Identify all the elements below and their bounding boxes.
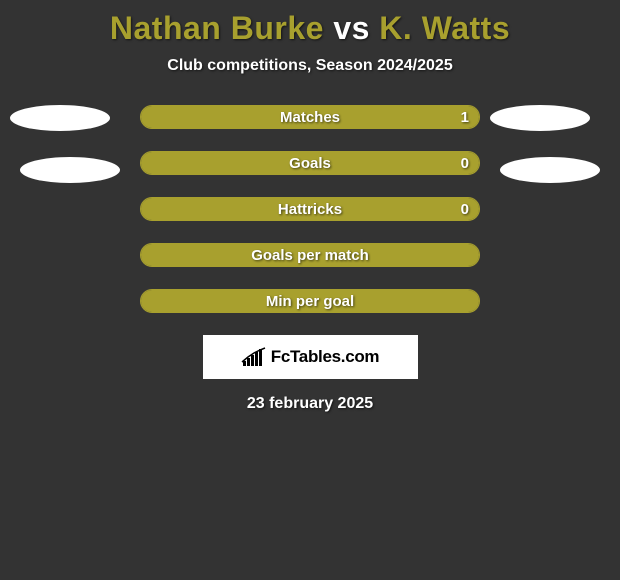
stat-bar: Matches 1: [140, 105, 480, 129]
stat-label: Goals: [289, 155, 331, 172]
brand-box: FcTables.com: [203, 335, 418, 379]
chart-logo-icon: [241, 347, 267, 367]
stat-row: Min per goal: [0, 289, 620, 313]
stat-bar: Goals per match: [140, 243, 480, 267]
stat-value: 0: [461, 155, 469, 172]
stat-row: Hattricks 0: [0, 197, 620, 221]
date-text: 23 february 2025: [0, 395, 620, 413]
stat-row: Goals per match: [0, 243, 620, 267]
stat-label: Min per goal: [266, 293, 354, 310]
stat-bar: Hattricks 0: [140, 197, 480, 221]
stat-label: Goals per match: [251, 247, 369, 264]
player2-name: K. Watts: [379, 10, 510, 46]
stat-bar: Goals 0: [140, 151, 480, 175]
stat-value: 0: [461, 201, 469, 218]
stat-label: Hattricks: [278, 201, 342, 218]
subtitle: Club competitions, Season 2024/2025: [0, 57, 620, 75]
comparison-title: Nathan Burke vs K. Watts: [0, 0, 620, 47]
stat-row: Matches 1: [0, 105, 620, 129]
chart-area: Matches 1 Goals 0 Hattricks 0 Goals per match M…: [0, 105, 620, 313]
vs-text: vs: [333, 10, 370, 46]
brand-text: FcTables.com: [271, 347, 380, 367]
stat-label: Matches: [280, 109, 340, 126]
stat-bar: Min per goal: [140, 289, 480, 313]
stat-value: 1: [461, 109, 469, 126]
stat-row: Goals 0: [0, 151, 620, 175]
player1-name: Nathan Burke: [110, 10, 324, 46]
